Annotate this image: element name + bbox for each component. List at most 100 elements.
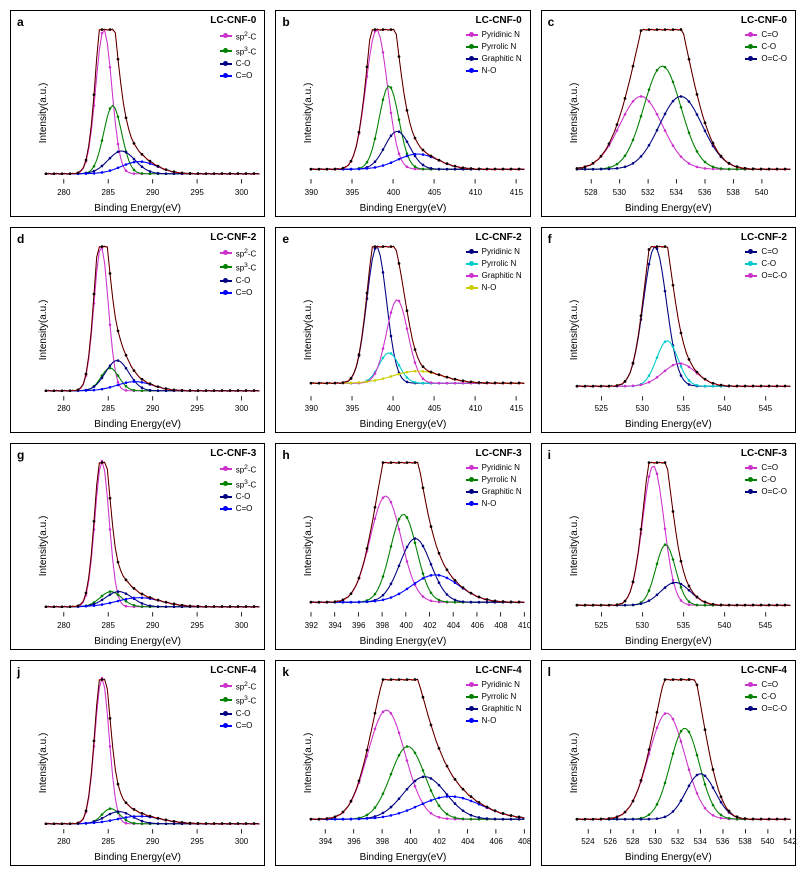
x-tick: 408 — [494, 621, 507, 630]
x-ticks: 280285290295300 — [46, 404, 259, 416]
x-ticks: 280285290295300 — [46, 188, 259, 200]
x-ticks: 280285290295300 — [46, 621, 259, 633]
x-tick: 530 — [636, 404, 649, 413]
x-tick: 545 — [759, 621, 772, 630]
x-tick: 290 — [146, 621, 159, 630]
x-tick: 535 — [677, 621, 690, 630]
x-tick: 285 — [102, 188, 115, 197]
x-tick: 532 — [641, 188, 654, 197]
panel-j: jLC-CNF-4sp2-Csp3-CC-OC=OIntensity(a.u.)… — [10, 660, 265, 867]
x-tick: 536 — [716, 837, 729, 846]
x-tick: 530 — [636, 621, 649, 630]
x-tick: 410 — [469, 404, 482, 413]
plot-area — [577, 238, 790, 401]
x-tick: 398 — [376, 621, 389, 630]
x-tick: 410 — [469, 188, 482, 197]
x-tick: 540 — [718, 621, 731, 630]
x-ticks: 524526528530532534536538540542 — [577, 837, 790, 849]
x-tick: 406 — [471, 621, 484, 630]
panel-a: aLC-CNF-0sp2-Csp3-CC-OC=OIntensity(a.u.)… — [10, 10, 265, 217]
panel-f: fLC-CNF-2C=OC-OO=C-OIntensity(a.u.)Bindi… — [541, 227, 796, 434]
panel-b: bLC-CNF-0Pyridinic NPyrrolic NGraphitic … — [275, 10, 530, 217]
x-ticks: 394396398400402404406408 — [311, 837, 524, 849]
x-axis-label: Binding Energy(eV) — [360, 419, 447, 430]
x-tick: 285 — [102, 621, 115, 630]
panel-label: j — [17, 665, 20, 679]
x-tick: 405 — [428, 404, 441, 413]
x-tick: 538 — [726, 188, 739, 197]
x-tick: 400 — [387, 188, 400, 197]
x-tick: 526 — [604, 837, 617, 846]
x-tick: 295 — [190, 837, 203, 846]
x-tick: 540 — [755, 188, 768, 197]
panel-label: d — [17, 232, 24, 246]
panel-k: kLC-CNF-4Pyridinic NPyrrolic NGraphitic … — [275, 660, 530, 867]
x-tick: 392 — [305, 621, 318, 630]
x-tick: 404 — [447, 621, 460, 630]
x-tick: 390 — [305, 404, 318, 413]
x-tick: 398 — [376, 837, 389, 846]
x-tick: 536 — [698, 188, 711, 197]
x-tick: 280 — [57, 404, 70, 413]
x-tick: 280 — [57, 621, 70, 630]
x-tick: 390 — [305, 188, 318, 197]
x-tick: 404 — [461, 837, 474, 846]
x-tick: 534 — [670, 188, 683, 197]
x-axis-label: Binding Energy(eV) — [94, 203, 181, 214]
x-axis-label: Binding Energy(eV) — [360, 203, 447, 214]
x-tick: 396 — [347, 837, 360, 846]
x-tick: 415 — [510, 404, 523, 413]
panel-c: cLC-CNF-0C=OC-OO=C-OIntensity(a.u.)Bindi… — [541, 10, 796, 217]
x-tick: 300 — [235, 837, 248, 846]
x-ticks: 525530535540545 — [577, 404, 790, 416]
x-axis-label: Binding Energy(eV) — [94, 852, 181, 863]
panel-label: a — [17, 15, 24, 29]
panel-label: g — [17, 448, 24, 462]
x-tick: 300 — [235, 188, 248, 197]
x-tick: 400 — [387, 404, 400, 413]
plot-area — [311, 238, 524, 401]
panel-label: l — [548, 665, 551, 679]
x-axis-label: Binding Energy(eV) — [360, 852, 447, 863]
plot-area — [46, 21, 259, 184]
plot-area — [46, 238, 259, 401]
x-tick: 530 — [613, 188, 626, 197]
x-tick: 408 — [518, 837, 531, 846]
x-tick: 295 — [190, 404, 203, 413]
panel-l: lLC-CNF-4C=OC-OO=C-OIntensity(a.u.)Bindi… — [541, 660, 796, 867]
x-tick: 534 — [693, 837, 706, 846]
panel-i: iLC-CNF-3C=OC-OO=C-OIntensity(a.u.)Bindi… — [541, 443, 796, 650]
x-axis-label: Binding Energy(eV) — [94, 419, 181, 430]
plot-area — [46, 671, 259, 834]
x-axis-label: Binding Energy(eV) — [625, 636, 712, 647]
x-tick: 396 — [352, 621, 365, 630]
x-tick: 540 — [761, 837, 774, 846]
x-ticks: 390395400405410415 — [311, 188, 524, 200]
panel-label: c — [548, 15, 555, 29]
x-tick: 295 — [190, 621, 203, 630]
plot-area — [46, 454, 259, 617]
panel-label: b — [282, 15, 289, 29]
x-tick: 290 — [146, 188, 159, 197]
x-axis-label: Binding Energy(eV) — [625, 419, 712, 430]
x-tick: 395 — [346, 404, 359, 413]
x-tick: 402 — [433, 837, 446, 846]
x-tick: 400 — [404, 837, 417, 846]
plot-area — [311, 671, 524, 834]
x-tick: 280 — [57, 188, 70, 197]
panel-h: hLC-CNF-3Pyridinic NPyrrolic NGraphitic … — [275, 443, 530, 650]
x-ticks: 392394396398400402404406408410 — [311, 621, 524, 633]
x-tick: 538 — [738, 837, 751, 846]
x-tick: 405 — [428, 188, 441, 197]
x-axis-label: Binding Energy(eV) — [625, 203, 712, 214]
panel-e: eLC-CNF-2Pyridinic NPyrrolic NGraphitic … — [275, 227, 530, 434]
x-ticks: 525530535540545 — [577, 621, 790, 633]
x-tick: 525 — [595, 404, 608, 413]
x-tick: 394 — [319, 837, 332, 846]
x-tick: 290 — [146, 404, 159, 413]
panel-label: h — [282, 448, 289, 462]
figure-grid: aLC-CNF-0sp2-Csp3-CC-OC=OIntensity(a.u.)… — [10, 10, 796, 866]
x-tick: 528 — [626, 837, 639, 846]
x-tick: 532 — [671, 837, 684, 846]
panel-g: gLC-CNF-3sp2-Csp3-CC-OC=OIntensity(a.u.)… — [10, 443, 265, 650]
